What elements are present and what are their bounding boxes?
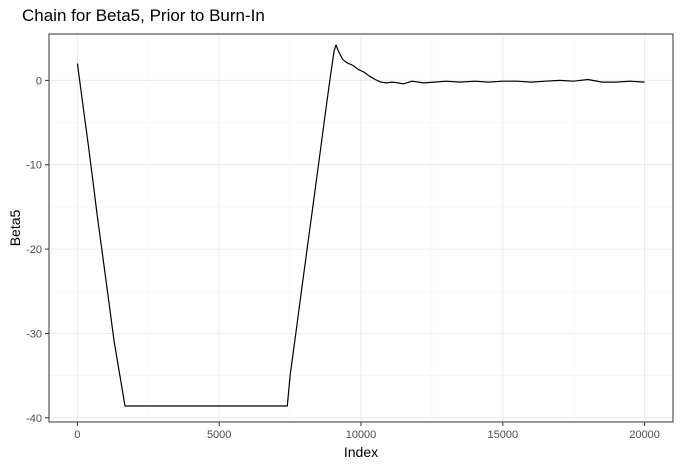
- y-tick-label: -10: [26, 160, 42, 172]
- trace-line: [76, 44, 645, 407]
- x-tick-label: 5000: [207, 429, 231, 441]
- y-tick-label: 0: [36, 75, 42, 87]
- x-tick-label: 10000: [346, 429, 377, 441]
- y-tick-label: -20: [26, 244, 42, 256]
- x-axis-ticks: 0 5000 10000 15000 20000: [74, 422, 660, 441]
- chart-title: Chain for Beta5, Prior to Burn-In: [22, 6, 265, 25]
- y-tick-label: -40: [26, 413, 42, 425]
- x-tick-label: 0: [74, 429, 80, 441]
- y-tick-label: -30: [26, 328, 42, 340]
- major-gridlines: [49, 34, 673, 422]
- y-axis-title: Beta5: [7, 209, 23, 246]
- y-axis-ticks: 0 -10 -20 -30 -40: [26, 75, 49, 425]
- x-tick-label: 15000: [488, 429, 519, 441]
- x-axis-title: Index: [344, 444, 378, 460]
- x-tick-label: 20000: [629, 429, 660, 441]
